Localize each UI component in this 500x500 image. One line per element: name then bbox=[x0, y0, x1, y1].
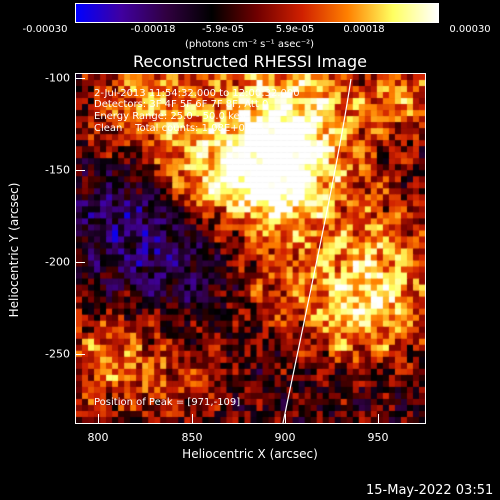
y-tick-label: -100 bbox=[45, 71, 70, 85]
y-tick-label: -250 bbox=[45, 347, 70, 361]
timestamp: 15-May-2022 03:51 bbox=[366, 483, 494, 498]
x-tick-mark bbox=[378, 414, 379, 423]
colorbar-tick-label: -0.00030 bbox=[22, 24, 68, 35]
x-tick-mark bbox=[285, 414, 286, 423]
y-tick-mark bbox=[76, 262, 85, 263]
colorbar bbox=[75, 3, 439, 23]
y-tick-mark bbox=[76, 78, 85, 79]
colorbar-tick-label: 0.00018 bbox=[343, 24, 385, 35]
colorbar-tick-label: 5.9e-05 bbox=[275, 24, 315, 35]
y-tick-label: -200 bbox=[45, 255, 70, 269]
rhessi-heatmap bbox=[76, 74, 425, 423]
colorbar-tick-label: 0.00030 bbox=[449, 24, 491, 35]
energy-range-text: Energy Range: 25.0 - 50.0 keV bbox=[94, 111, 247, 122]
y-tick-mark bbox=[76, 354, 85, 355]
x-axis-label: Heliocentric X (arcsec) bbox=[182, 447, 318, 461]
time-range-text: 2-Jul-2013 11:54:32.000 to 12:00:32.000 bbox=[94, 88, 300, 99]
x-tick-mark bbox=[192, 414, 193, 423]
solar-limb-line bbox=[282, 78, 352, 423]
detectors-text: Detectors: 3F 4F 5F 6F 7F 8F, Att 0 bbox=[94, 99, 269, 110]
x-tick-label: 850 bbox=[181, 431, 203, 444]
colorbar-unit-label: (photons cm⁻² s⁻¹ asec⁻²) bbox=[185, 39, 315, 50]
clean-counts-text: Clean Total counts: 1.08E+04 bbox=[94, 123, 252, 134]
x-tick-label: 900 bbox=[274, 431, 296, 444]
x-tick-mark bbox=[98, 414, 99, 423]
x-tick-label: 950 bbox=[367, 431, 389, 444]
limb-overlay bbox=[282, 78, 352, 423]
peak-position-text: Position of Peak = [971,-109] bbox=[94, 397, 241, 408]
plot-title: Reconstructed RHESSI Image bbox=[133, 52, 367, 71]
colorbar-tick-label: -0.00018 bbox=[130, 24, 176, 35]
x-tick-label: 800 bbox=[87, 431, 109, 444]
image-plot: 2-Jul-2013 11:54:32.000 to 12:00:32.000 … bbox=[75, 73, 426, 424]
y-axis-label: Heliocentric Y (arcsec) bbox=[7, 182, 21, 318]
y-tick-mark bbox=[76, 170, 85, 171]
y-tick-label: -150 bbox=[45, 163, 70, 177]
colorbar-tick-label: -5.9e-05 bbox=[202, 24, 244, 35]
